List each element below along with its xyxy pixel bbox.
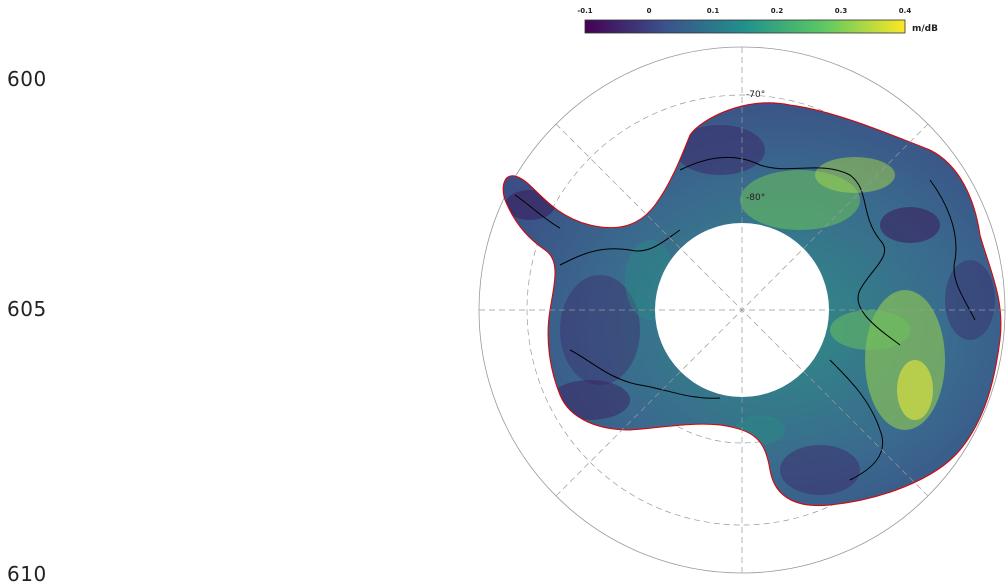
latitude-label: -80° bbox=[746, 193, 765, 203]
line-number: 600 bbox=[7, 67, 47, 91]
colorbar-tick: 0.4 bbox=[899, 7, 912, 15]
colorbar-tick: 0.2 bbox=[771, 7, 784, 15]
colorbar-tick: 0.1 bbox=[707, 7, 720, 15]
meridian-line bbox=[555, 123, 929, 497]
contour-line bbox=[559, 229, 681, 266]
contour-line bbox=[929, 179, 976, 321]
line-number: 605 bbox=[7, 297, 47, 321]
contour-line bbox=[514, 194, 561, 229]
colorbar-unit: m/dB bbox=[912, 24, 938, 34]
colorbar-tick: 0.3 bbox=[835, 7, 848, 15]
contour-line bbox=[569, 349, 721, 399]
contour-line bbox=[679, 156, 901, 346]
colorbar-tick: -0.1 bbox=[577, 7, 592, 15]
colorbar: -0.1 0 0.1 0.2 0.3 0.4 m/dB bbox=[577, 7, 938, 34]
colorbar-gradient bbox=[584, 19, 906, 34]
colorbar-tick: 0 bbox=[647, 7, 652, 15]
coastline bbox=[502, 102, 1002, 507]
contour-line bbox=[829, 359, 884, 481]
meridians bbox=[479, 47, 1005, 573]
latitude-label: -70° bbox=[746, 90, 765, 100]
